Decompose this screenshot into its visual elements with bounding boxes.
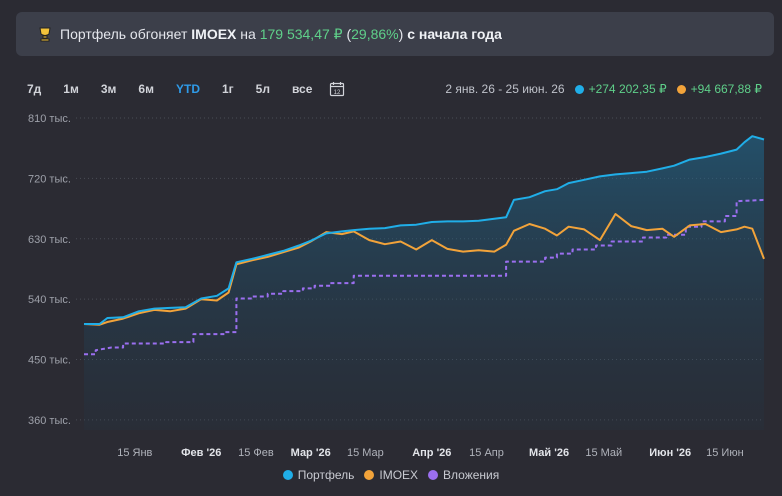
y-tick-label: 810 тыс. bbox=[28, 113, 71, 125]
period-all[interactable]: все bbox=[291, 82, 313, 96]
portfolio-line bbox=[84, 135, 765, 325]
x-tick-label: 15 Мар bbox=[347, 447, 384, 459]
y-tick-label: 360 тыс. bbox=[28, 415, 71, 427]
banner-amount: 179 534,47 ₽ bbox=[259, 25, 343, 42]
period-1m[interactable]: 1м bbox=[63, 82, 79, 96]
x-tick-label: Фев '26 bbox=[181, 447, 221, 459]
banner-index-name: IMOEX bbox=[191, 26, 237, 42]
banner-text-before: Портфель обгоняет bbox=[60, 26, 188, 42]
period-selector: 7д 1м 3м 6м YTD 1г 5л все 12 bbox=[16, 78, 345, 100]
banner-paren-close: ) bbox=[398, 26, 404, 42]
investments-line bbox=[84, 198, 765, 356]
chart-legend: Портфель IMOEX Вложения bbox=[0, 468, 782, 482]
legend-investments-dot-icon bbox=[428, 470, 439, 480]
trophy-icon bbox=[39, 27, 51, 42]
legend-imoex-label: IMOEX bbox=[379, 468, 419, 482]
x-tick-label: Июн '26 bbox=[649, 447, 691, 459]
period-ytd[interactable]: YTD bbox=[175, 82, 200, 96]
calendar-icon[interactable]: 12 bbox=[329, 81, 345, 97]
portfolio-change: +274 202,35 ₽ bbox=[588, 82, 667, 96]
portfolio-dot-icon bbox=[574, 84, 584, 94]
legend-portfolio-label: Портфель bbox=[297, 468, 355, 482]
legend-item-imoex[interactable]: IMOEX bbox=[364, 468, 418, 482]
y-tick-label: 450 тыс. bbox=[28, 355, 71, 367]
x-tick-label: Апр '26 bbox=[412, 447, 451, 459]
banner-text-mid: на bbox=[240, 26, 256, 42]
summary-readout: 2 янв. 26 - 25 июн. 26 +274 202,35 ₽ +94… bbox=[445, 78, 762, 100]
x-tick-label: 15 Май bbox=[585, 447, 622, 459]
period-7d[interactable]: 7д bbox=[27, 82, 42, 96]
period-6m[interactable]: 6м bbox=[138, 82, 154, 96]
y-tick-label: 720 тыс. bbox=[28, 173, 71, 185]
line-chart: 360 тыс. 450 тыс. 540 тыс. 630 тыс. 720 тыс.… bbox=[28, 113, 765, 459]
x-tick-label: Май '26 bbox=[529, 447, 569, 459]
x-tick-label: 15 Фев bbox=[238, 447, 274, 459]
period-1y[interactable]: 1г bbox=[221, 82, 234, 96]
banner-paren-open: ( bbox=[346, 26, 352, 42]
x-tick-label: 15 Апр bbox=[469, 447, 504, 459]
imoex-change: +94 667,88 ₽ bbox=[690, 82, 762, 96]
period-3m[interactable]: 3м bbox=[100, 82, 117, 96]
y-tick-label: 540 тыс. bbox=[28, 294, 71, 306]
portfolio-area bbox=[84, 136, 764, 430]
period-5y[interactable]: 5л bbox=[255, 82, 270, 96]
x-tick-label: 15 Июн bbox=[706, 447, 744, 459]
summary-banner: Портфель обгоняет IMOEX на 179 534,47 ₽ … bbox=[16, 12, 774, 56]
legend-portfolio-dot-icon bbox=[282, 470, 293, 480]
legend-investments-label: Вложения bbox=[443, 468, 500, 482]
x-tick-label: Мар '26 bbox=[291, 447, 331, 459]
legend-item-investments[interactable]: Вложения bbox=[428, 468, 499, 482]
date-range: 2 янв. 26 - 25 июн. 26 bbox=[445, 82, 565, 96]
legend-imoex-dot-icon bbox=[364, 470, 375, 480]
y-tick-label: 630 тыс. bbox=[28, 234, 71, 246]
x-tick-label: 15 Янв bbox=[117, 447, 152, 459]
banner-text-after: с начала года bbox=[407, 26, 502, 42]
banner-percent: 29,86% bbox=[351, 26, 399, 42]
imoex-dot-icon bbox=[676, 84, 686, 94]
svg-text:12: 12 bbox=[334, 90, 341, 96]
legend-item-portfolio[interactable]: Портфель bbox=[282, 468, 355, 482]
